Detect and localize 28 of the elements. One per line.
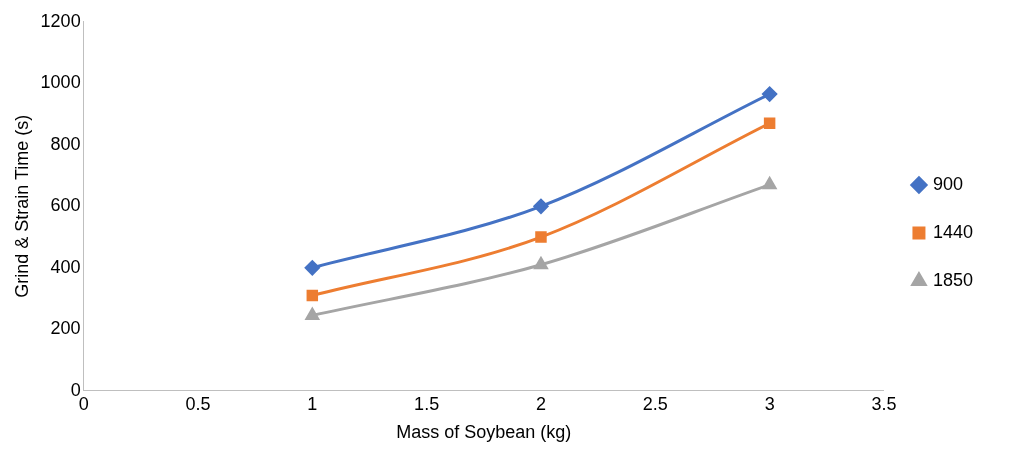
y-tick-label: 200 <box>50 318 81 339</box>
point <box>534 257 548 270</box>
x-tick-label: 1 <box>307 393 318 414</box>
x-tick-label: 3 <box>764 393 775 414</box>
y-tick-label: 0 <box>70 379 81 400</box>
point <box>304 260 320 276</box>
legend-label: 1850 <box>932 269 973 290</box>
legend-label: 1440 <box>932 221 973 242</box>
y-tick-label: 1000 <box>40 72 81 93</box>
legend-label: 900 <box>932 173 963 194</box>
point <box>762 86 778 102</box>
y-tick-label: 1200 <box>40 10 81 31</box>
y-tick-label: 600 <box>50 195 81 216</box>
point <box>533 198 549 214</box>
x-tick-label: 3.5 <box>871 393 897 414</box>
point <box>306 289 319 302</box>
x-tick-label: 0.5 <box>185 393 211 414</box>
y-tick-label: 800 <box>50 133 81 154</box>
y-tick-label: 400 <box>50 256 81 277</box>
point <box>763 117 776 130</box>
x-tick-label: 2 <box>535 393 546 414</box>
point <box>535 231 547 243</box>
point <box>305 307 319 320</box>
point <box>762 177 777 190</box>
y-axis-title: Grind & Strain Time (s) <box>11 114 32 298</box>
x-tick-label: 2.5 <box>642 393 668 414</box>
x-tick-label: 1.5 <box>414 393 440 414</box>
x-axis-title: Mass of Soybean (kg) <box>396 422 572 443</box>
